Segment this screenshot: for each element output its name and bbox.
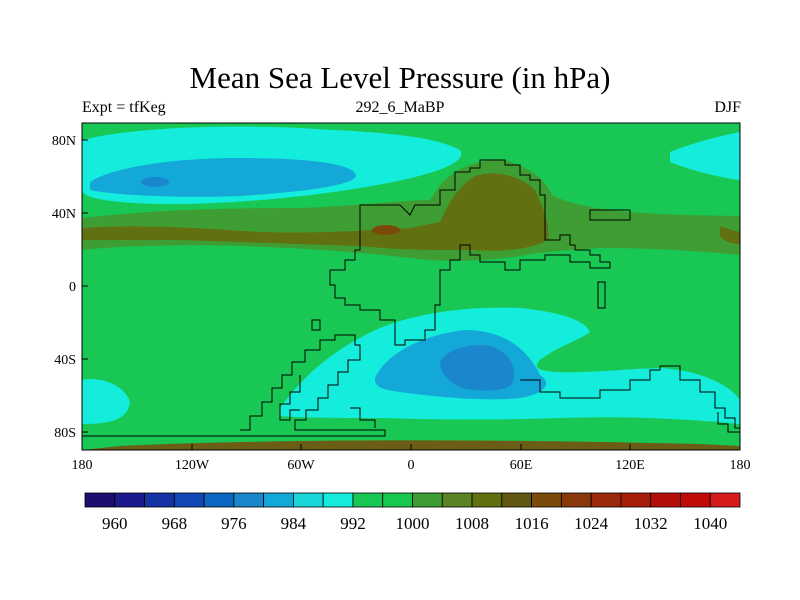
field-1000-southwest: [82, 379, 130, 424]
field-984-north: [141, 177, 169, 187]
colorbar-label: 984: [281, 514, 307, 533]
colorbar-swatch: [590, 492, 622, 508]
colorbar-swatch: [173, 492, 205, 508]
colorbar-swatch: [501, 492, 532, 508]
colorbar-labels: 960 968 976 984 992 1000 1008 1016 1024 1032 1040: [102, 514, 727, 533]
colorbar-swatch: [531, 492, 562, 508]
colorbar-swatch: [680, 492, 711, 508]
colorbar-label: 1024: [574, 514, 609, 533]
colorbar-swatch: [441, 492, 473, 508]
x-tick-label: 120W: [175, 458, 210, 473]
colorbar-swatch: [144, 492, 175, 508]
colorbar-label: 992: [340, 514, 366, 533]
colorbar-label: 1016: [515, 514, 549, 533]
axis-ticks: [81, 139, 741, 450]
colorbar-swatch: [233, 492, 265, 508]
season-label: DJF: [714, 99, 741, 116]
y-tick-label: 40N: [52, 207, 76, 222]
x-tick-label: 180: [730, 458, 751, 473]
y-tick-label: 0: [69, 280, 76, 295]
colorbar-label: 1032: [634, 514, 668, 533]
field-1016-core: [82, 173, 549, 251]
colorbar-swatch: [650, 492, 681, 508]
x-tick-label: 60W: [287, 458, 315, 473]
experiment-label: Expt = tfKeg: [82, 99, 166, 116]
x-tick-label: 0: [408, 458, 415, 473]
colorbar-swatch: [620, 492, 652, 508]
pressure-field: [82, 123, 740, 450]
x-axis-labels: 180 120W 60W 0 60E 120E 180: [72, 458, 751, 473]
x-tick-label: 180: [72, 458, 93, 473]
colorbar-label: 1040: [693, 514, 727, 533]
colorbar-label: 960: [102, 514, 128, 533]
y-tick-label: 80S: [54, 426, 76, 441]
field-1024-cell: [372, 225, 400, 235]
colorbar: [84, 492, 741, 508]
field-1000-northeast: [670, 132, 740, 180]
field-992-north: [90, 158, 356, 197]
colorbar-label: 976: [221, 514, 247, 533]
colorbar-swatch: [352, 492, 384, 508]
coastlines: [82, 159, 740, 437]
x-tick-label: 60E: [510, 458, 533, 473]
period-label: 292_6_MaBP: [355, 99, 445, 116]
colorbar-swatch: [203, 492, 235, 508]
colorbar-swatch: [114, 492, 145, 508]
map-title: Mean Sea Level Pressure (in hPa): [189, 60, 611, 95]
field-984-south: [440, 345, 514, 391]
colorbar-swatch: [293, 492, 324, 508]
colorbar-swatch: [560, 492, 592, 508]
y-tick-label: 40S: [54, 353, 76, 368]
x-tick-label: 120E: [615, 458, 645, 473]
colorbar-label: 1000: [396, 514, 430, 533]
colorbar-swatch: [382, 492, 413, 508]
y-axis-labels: 80N 40N 0 40S 80S: [52, 134, 76, 441]
y-tick-label: 80N: [52, 134, 76, 149]
colorbar-swatch: [84, 492, 116, 508]
colorbar-label: 968: [162, 514, 188, 533]
colorbar-swatch: [471, 492, 503, 508]
colorbar-swatch: [263, 492, 294, 508]
colorbar-label: 1008: [455, 514, 489, 533]
colorbar-swatch: [322, 492, 354, 508]
field-1016-edge: [720, 226, 740, 244]
colorbar-swatch: [412, 492, 443, 508]
colorbar-swatch: [709, 492, 741, 508]
